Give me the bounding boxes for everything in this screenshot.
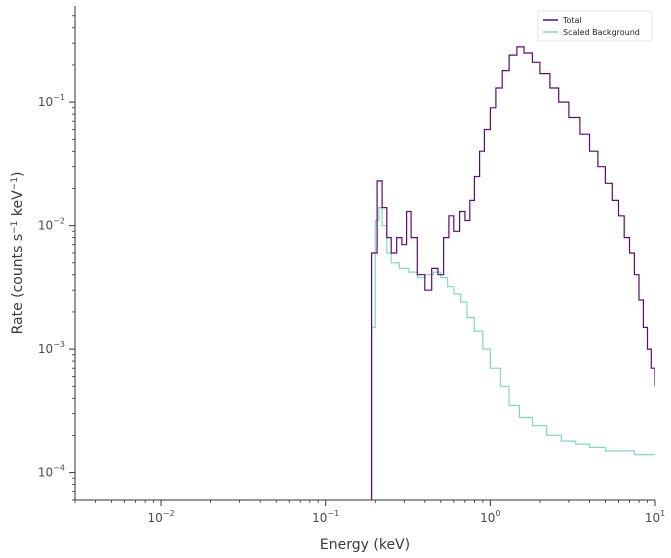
x-tick-label: 10−2	[148, 509, 175, 525]
legend-box	[537, 10, 653, 42]
y-tick-label: 10−4	[38, 464, 65, 480]
legend-label-background: Scaled Background	[563, 28, 640, 37]
y-label-mid: keV	[10, 190, 26, 221]
y-tick-label: 10−1	[38, 93, 65, 109]
legend: Total Scaled Background	[537, 10, 653, 42]
legend-label-total: Total	[562, 16, 582, 25]
axes	[74, 6, 655, 501]
series-background-line	[371, 207, 655, 500]
y-tick-label: 10−3	[38, 340, 65, 356]
series-total-line	[371, 46, 655, 500]
y-label-exp2: −1	[10, 177, 20, 190]
y-axis-label: Rate (counts s−1 keV−1)	[10, 172, 26, 335]
x-axis-label: Energy (keV)	[320, 537, 410, 553]
y-label-post: )	[10, 172, 26, 177]
y-label-pre: Rate (counts s	[10, 234, 26, 335]
x-tick-label: 10−1	[312, 509, 339, 525]
y-label-exp1: −1	[10, 221, 20, 234]
x-tick-label: 100	[480, 509, 500, 525]
y-tick-label: 10−2	[38, 217, 65, 233]
ticks: 10−2 10−1 100 101 10−4 10−3 10−2 10−1	[38, 15, 665, 525]
x-tick-label: 101	[645, 509, 665, 525]
series	[371, 46, 655, 500]
